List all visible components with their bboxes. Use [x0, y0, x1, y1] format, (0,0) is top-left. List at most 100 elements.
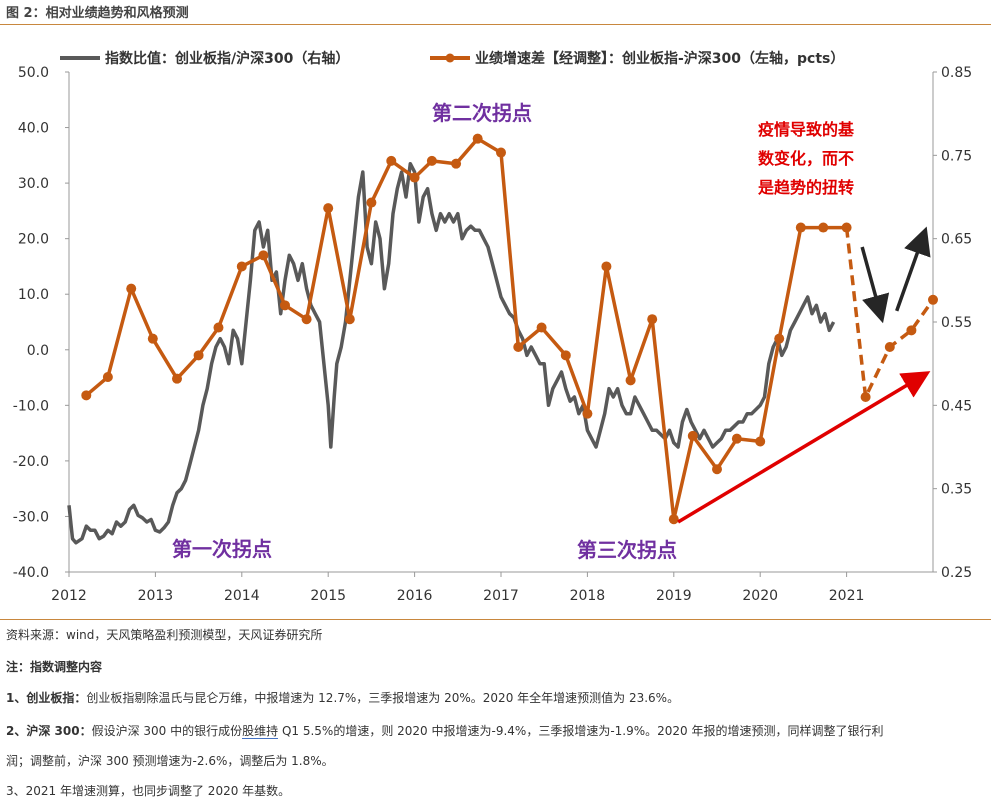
annotation-covid-line1: 疫情导致的基 — [758, 120, 855, 139]
growth-point — [560, 350, 571, 361]
growth-point — [236, 261, 247, 272]
series-ratio — [67, 161, 836, 545]
growth-point — [536, 322, 547, 333]
x-tick-label: 2015 — [310, 588, 346, 604]
x-tick-label: 2014 — [224, 588, 260, 604]
growth-forecast-point — [884, 342, 895, 352]
annotation-covid-line2: 数变化，而不 — [758, 149, 854, 168]
chart-legend: 指数比值：创业板指/沪深300（右轴） 业绩增速差【经调整】：创业板指-沪深30… — [60, 50, 844, 67]
x-tick-label: 2017 — [483, 588, 519, 604]
growth-point — [795, 222, 806, 233]
note-item-3: 3、2021 年增速测算，也同步调整了 2020 年基数。 — [6, 784, 291, 798]
x-tick-label: 2019 — [656, 588, 692, 604]
x-tick-label: 2020 — [742, 588, 778, 604]
y-left-tick-label: 10.0 — [18, 287, 49, 303]
note-item-1-label: 1、创业板指： — [6, 691, 87, 705]
growth-point — [366, 197, 377, 208]
growth-point — [818, 222, 829, 233]
growth-point — [193, 350, 204, 361]
y-left-tick-label: -10.0 — [13, 398, 49, 414]
growth-point — [496, 147, 506, 158]
growth-point — [582, 408, 593, 419]
annotation-arrows — [677, 226, 931, 524]
y-right-tick-label: 0.65 — [941, 232, 972, 248]
growth-line — [85, 136, 847, 521]
figure-title: 图 2：相对业绩趋势和风格预测 — [6, 6, 189, 21]
down-arrow — [860, 246, 890, 324]
y-left-tick-label: 30.0 — [18, 176, 49, 192]
growth-point — [625, 375, 636, 386]
annotation-third-turn: 第三次拐点 — [577, 538, 677, 562]
note-item-1-text: 创业板指剔除温氏与昆仑万维，中报增速为 12.7%，三季报增速为 20%。202… — [86, 691, 680, 705]
chart-axes: 50.0 40.0 30.0 20.0 10.0 0.0 -10.0 -20.0 -30.0 -4… — [13, 65, 972, 604]
growth-point — [301, 314, 312, 325]
growth-forecast-line — [844, 227, 935, 404]
chart-svg: 指数比值：创业板指/沪深300（右轴） 业绩增速差【经调整】：创业板指-沪深30… — [13, 50, 972, 604]
source-note: 资料来源：wind，天风策略盈利预测模型，天风证券研究所 — [6, 628, 323, 642]
growth-point — [386, 155, 397, 166]
growth-point — [668, 514, 679, 525]
growth-point — [451, 158, 462, 169]
note-item-2-text-a: 假设沪深 300 中的银行成份 — [91, 724, 243, 738]
note-item-2-label: 2、沪深 300： — [6, 724, 92, 738]
x-tick-label: 2021 — [829, 588, 865, 604]
growth-forecast-point — [906, 325, 917, 336]
x-tick-label: 2012 — [51, 588, 87, 604]
y-left-tick-label: 40.0 — [18, 121, 49, 137]
growth-point — [81, 390, 92, 401]
growth-point — [323, 203, 334, 214]
y-right-tick-label: 0.75 — [941, 148, 972, 164]
growth-point — [647, 314, 658, 325]
growth-point — [841, 222, 852, 233]
annotation-covid-line3: 是趋势的扭转 — [757, 178, 854, 197]
ratio-line — [67, 161, 836, 545]
series-growth — [81, 133, 938, 525]
y-left-tick-label: -30.0 — [13, 509, 49, 525]
growth-point — [280, 300, 290, 311]
x-tick-label: 2018 — [570, 588, 606, 604]
notes-heading: 注：指数调整内容 — [6, 660, 103, 674]
chart-annotations: 第一次拐点 第二次拐点 第三次拐点 疫情导致的基 数变化，而不 是趋势的扭转 — [172, 101, 855, 562]
growth-point — [426, 155, 437, 166]
growth-point — [731, 433, 742, 444]
y-right-tick-label: 0.35 — [941, 482, 972, 498]
note-item-2: 2、沪深 300：假设沪深 300 中的银行成份股维持 Q1 5.5%的增速，则… — [6, 722, 884, 739]
note-item-2-underlined: 股维持 — [242, 724, 279, 739]
y-left-tick-label: -20.0 — [13, 454, 49, 470]
legend-label-ratio: 指数比值：创业板指/沪深300（右轴） — [105, 50, 349, 67]
top-rule — [0, 24, 991, 25]
note-item-1: 1、创业板指：创业板指剔除温氏与昆仑万维，中报增速为 12.7%，三季报增速为 … — [6, 689, 679, 706]
growth-point — [712, 464, 722, 475]
growth-forecast-point — [928, 294, 938, 305]
note-item-2-cont: 润；调整前，沪深 300 预测增速为-2.6%，调整后为 1.8%。 — [6, 754, 334, 768]
growth-forecast-point — [860, 392, 871, 402]
bottom-rule — [0, 619, 991, 620]
legend-marker-growth — [445, 53, 455, 63]
y-right-tick-label: 0.85 — [941, 65, 972, 81]
y-right-tick-label: 0.45 — [941, 398, 972, 414]
x-tick-label: 2013 — [138, 588, 174, 604]
growth-point — [774, 333, 785, 344]
legend-label-growth: 业绩增速差【经调整】：创业板指-沪深300（左轴，pcts） — [475, 50, 844, 67]
annotation-first-turn: 第一次拐点 — [172, 537, 272, 561]
growth-point — [472, 133, 483, 144]
note-item-2-text-b: Q1 5.5%的增速，则 2020 中报增速为-9.4%，三季报增速为-1.9%… — [278, 724, 884, 738]
y-left-tick-label: -40.0 — [13, 565, 49, 581]
trend-arrow-red — [677, 371, 931, 524]
y-right-tick-label: 0.55 — [941, 315, 972, 331]
growth-point — [172, 373, 182, 384]
growth-point — [213, 322, 224, 333]
y-left-tick-label: 20.0 — [18, 232, 49, 248]
growth-point — [126, 283, 137, 294]
growth-point — [755, 436, 766, 447]
y-left-tick-label: 50.0 — [18, 65, 49, 81]
up-arrow — [895, 226, 931, 312]
growth-point — [258, 250, 269, 261]
growth-point — [344, 314, 355, 325]
growth-point — [409, 172, 420, 183]
y-left-tick-label: 0.0 — [27, 343, 49, 359]
growth-point — [102, 372, 113, 382]
x-tick-label: 2016 — [397, 588, 433, 604]
growth-point — [147, 333, 158, 344]
growth-point — [687, 430, 698, 441]
